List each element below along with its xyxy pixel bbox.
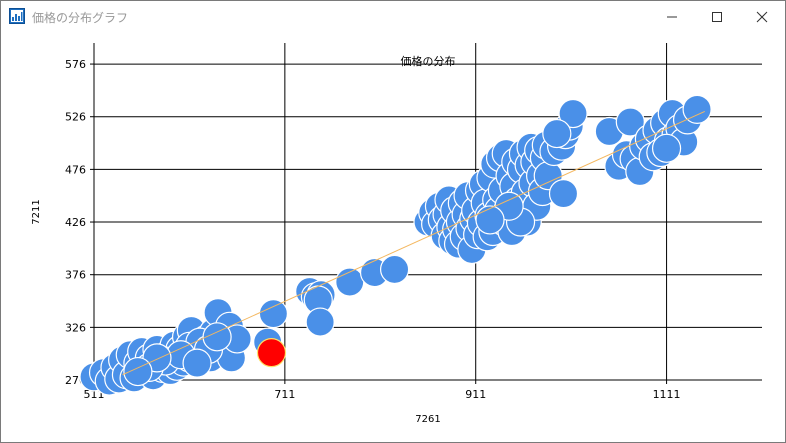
data-point [651, 133, 682, 163]
trend-line [122, 110, 705, 376]
highlight-layer [256, 338, 287, 368]
data-point [258, 299, 289, 329]
chart-title: 価格の分布 [401, 54, 456, 68]
maximize-button[interactable] [694, 1, 740, 32]
x-axis-label: 7261 [415, 414, 440, 425]
data-point [558, 98, 588, 129]
y-tick-label: 326 [65, 321, 86, 334]
data-point [202, 322, 232, 352]
data-point [615, 107, 645, 137]
data-point [123, 356, 153, 387]
y-axis-label: 7211 [31, 199, 42, 224]
chart-app-icon [9, 8, 25, 24]
close-icon [756, 11, 768, 23]
data-point [542, 118, 572, 149]
close-button[interactable] [739, 1, 785, 32]
maximize-icon [712, 12, 722, 22]
data-point [682, 94, 712, 124]
x-tick-label: 911 [465, 388, 486, 401]
minimize-button[interactable] [649, 1, 695, 32]
x-tick-label: 711 [274, 388, 295, 401]
y-tick-label: 376 [65, 269, 86, 282]
data-point [305, 307, 335, 337]
data-points [79, 94, 712, 396]
window-title: 価格の分布グラフ [32, 11, 129, 25]
data-point [182, 348, 212, 378]
data-point [475, 205, 505, 235]
y-tick-label: 526 [65, 111, 86, 124]
y-tick-label: 576 [65, 58, 86, 71]
title-bar[interactable]: 価格の分布グラフ [1, 1, 785, 32]
highlighted-point [256, 338, 287, 368]
y-tick-label: 476 [65, 163, 86, 176]
y-tick-label: 426 [65, 216, 86, 229]
data-point [548, 178, 579, 209]
trend-line-layer [122, 110, 705, 376]
data-point [380, 254, 410, 285]
minimize-icon [667, 16, 677, 18]
x-tick-label: 1111 [653, 388, 681, 401]
